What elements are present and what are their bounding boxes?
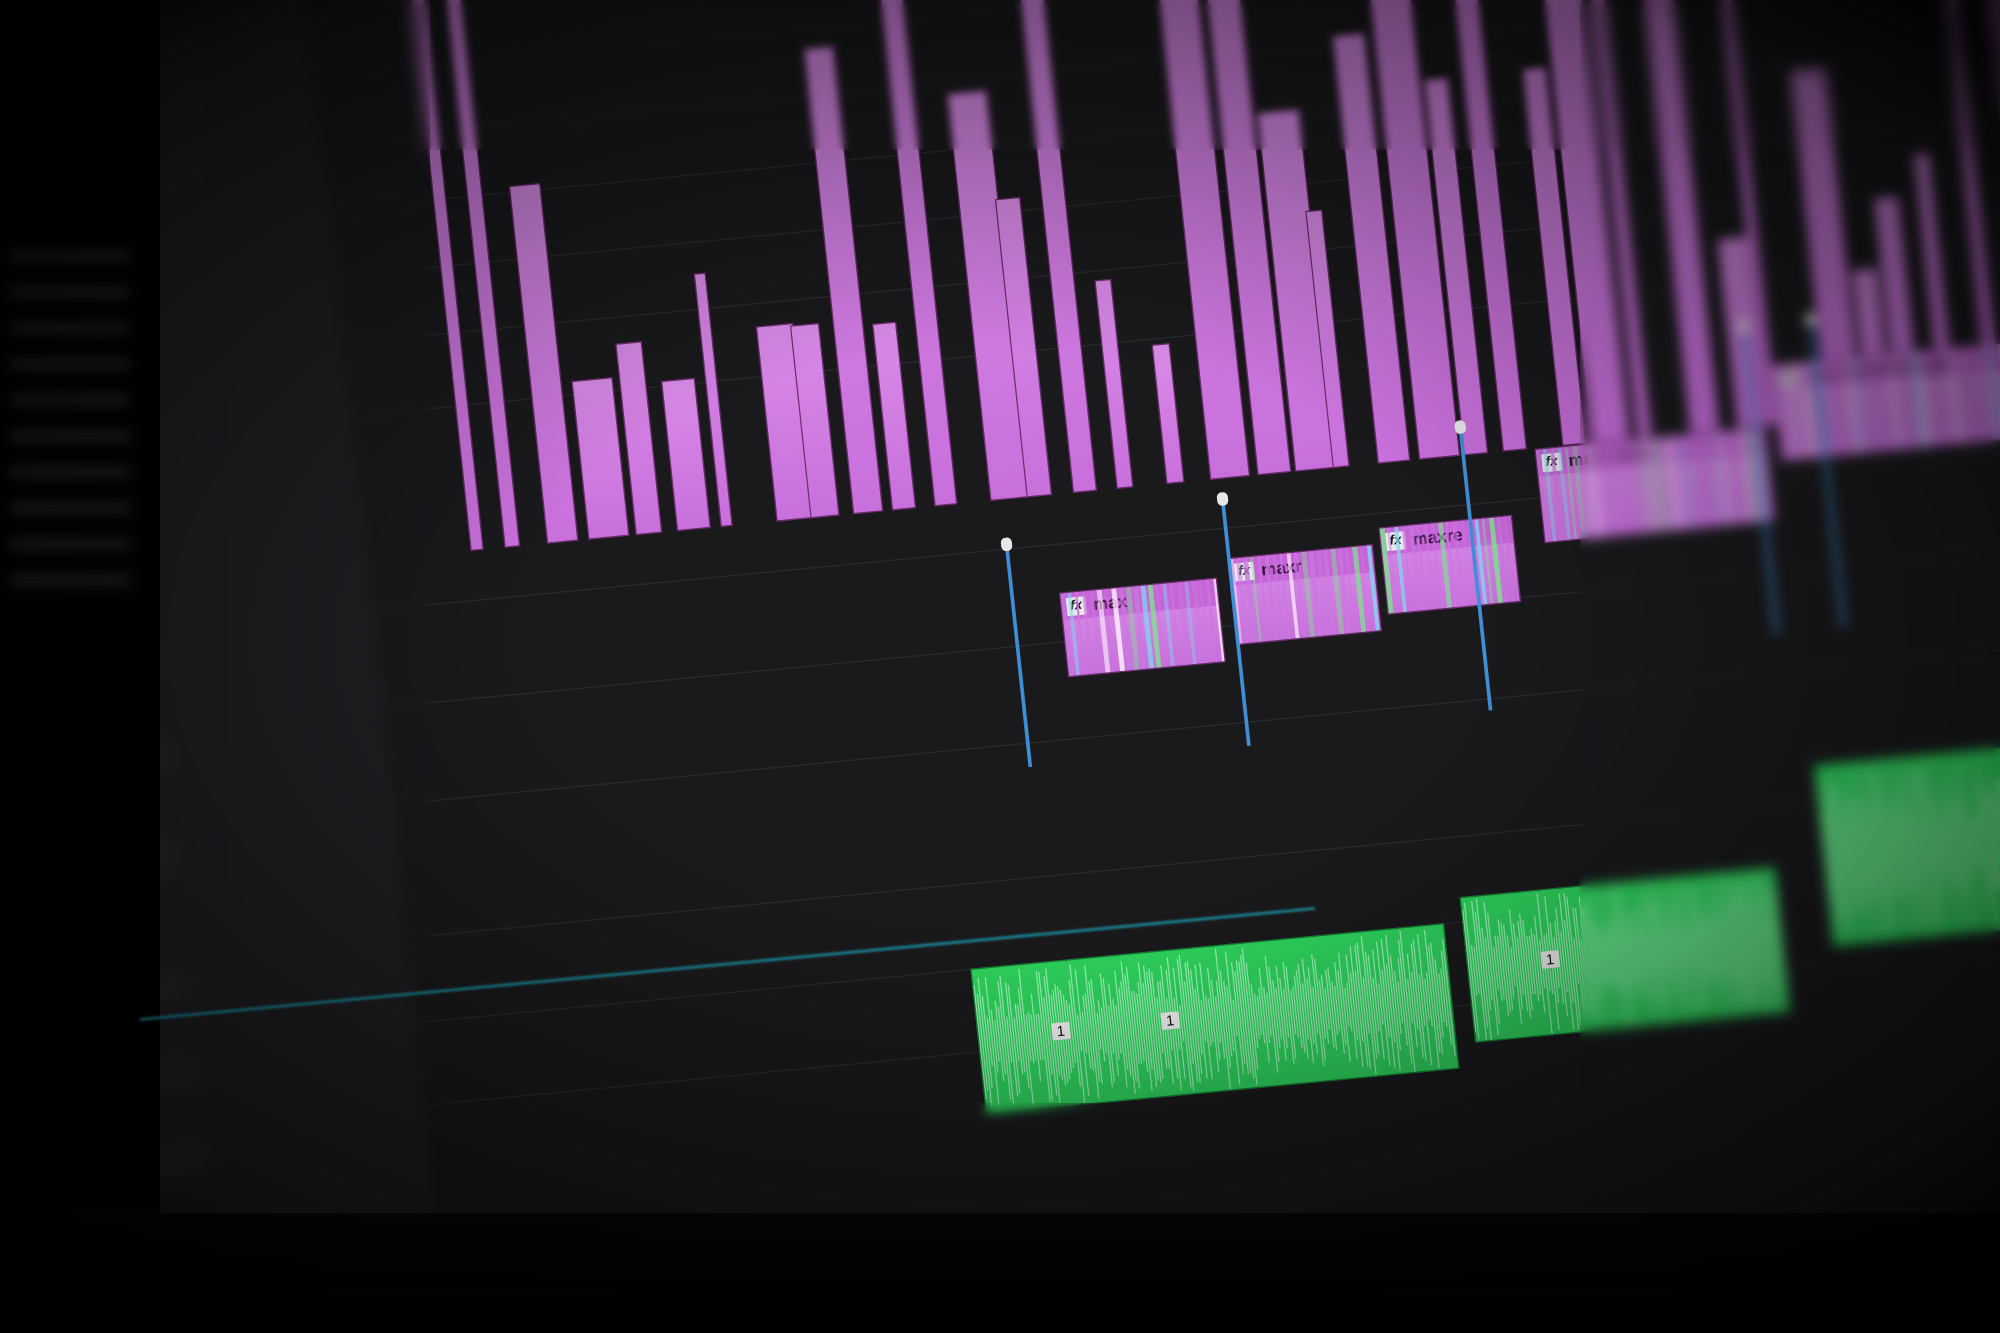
audio-channel-badge: 1 [1160, 1011, 1180, 1030]
audio-channel-badge: 1 [1540, 950, 1560, 969]
video-clip-strip[interactable] [660, 377, 711, 532]
video-clip-strip[interactable] [408, 0, 484, 552]
track-divider [316, 0, 2000, 77]
video-clip-strip[interactable] [1094, 278, 1134, 489]
video-clip[interactable]: fxmax [1058, 577, 1226, 678]
monitor-bezel-bottom [0, 1213, 2000, 1333]
voice-over-record-icon[interactable]: ♫ [160, 975, 187, 1000]
audio-clip[interactable]: 1 [1459, 866, 1791, 1043]
timeline-tracks-area[interactable]: fxmaxfxmaxrfxmaxrefxmaxresdefxmaxresdefa… [301, 0, 2000, 1333]
video-clip-strip[interactable] [1151, 342, 1185, 485]
monitor-bezel-left [0, 0, 160, 1333]
video-clip-strip[interactable] [508, 182, 579, 544]
audio-channel-badge: 1 [1051, 1021, 1071, 1041]
video-clip[interactable]: fxmaxre [1378, 514, 1522, 615]
video-clip[interactable]: fxmaxr [1227, 543, 1383, 646]
video-clip-strip[interactable] [868, 0, 958, 507]
voice-over-record-icon[interactable]: ♫ [178, 1143, 205, 1168]
video-clip-strip[interactable] [443, 0, 521, 548]
keyframe-pin-marker[interactable] [1005, 548, 1033, 768]
defocused-ui-column [10, 250, 130, 586]
voice-over-record-icon[interactable]: ♫ [169, 1060, 196, 1085]
audio-clip[interactable] [1813, 738, 2000, 947]
